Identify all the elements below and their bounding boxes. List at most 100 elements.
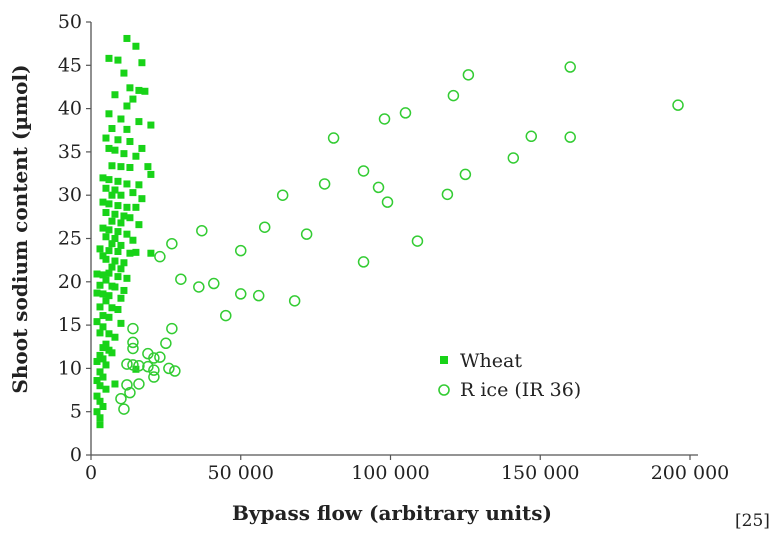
data-point-wheat bbox=[117, 319, 125, 327]
data-point-rice bbox=[133, 378, 145, 390]
data-point-wheat bbox=[102, 385, 110, 393]
data-point-rice bbox=[381, 196, 394, 208]
data-point-rice bbox=[447, 89, 460, 102]
data-point-wheat bbox=[99, 290, 107, 298]
data-point-wheat bbox=[114, 247, 122, 255]
data-point-wheat bbox=[108, 125, 116, 133]
data-point-wheat bbox=[102, 297, 110, 305]
data-point-wheat bbox=[111, 186, 119, 194]
data-point-rice bbox=[372, 181, 385, 194]
data-point-wheat bbox=[117, 191, 125, 199]
data-point-wheat bbox=[99, 174, 107, 182]
data-point-wheat bbox=[108, 240, 116, 248]
data-point-rice bbox=[160, 337, 172, 350]
data-point-rice bbox=[169, 365, 181, 377]
data-point-wheat bbox=[111, 333, 119, 341]
data-point-wheat bbox=[132, 248, 140, 256]
y-tick-label: 35 bbox=[58, 141, 82, 163]
y-tick-label: 25 bbox=[58, 228, 82, 250]
data-point-wheat bbox=[114, 177, 122, 185]
data-point-wheat bbox=[111, 91, 119, 99]
data-point-wheat bbox=[129, 95, 137, 103]
legend-marker-rice bbox=[438, 384, 450, 396]
data-point-wheat bbox=[102, 209, 110, 217]
data-point-wheat bbox=[99, 271, 107, 279]
data-point-wheat bbox=[96, 368, 104, 376]
data-point-wheat bbox=[96, 303, 104, 311]
data-point-wheat bbox=[105, 144, 113, 152]
y-tick-label: 10 bbox=[58, 357, 82, 379]
data-point-rice bbox=[235, 288, 247, 300]
data-point-wheat bbox=[105, 313, 113, 321]
data-point-rice bbox=[318, 178, 331, 190]
data-point-wheat bbox=[126, 84, 134, 92]
data-point-wheat bbox=[105, 200, 113, 208]
data-point-wheat bbox=[108, 349, 116, 357]
data-point-rice bbox=[462, 69, 475, 81]
data-point-wheat bbox=[99, 198, 107, 206]
data-point-wheat bbox=[147, 249, 155, 257]
data-point-wheat bbox=[111, 146, 119, 154]
data-point-wheat bbox=[138, 59, 146, 67]
data-point-rice bbox=[327, 132, 340, 144]
data-point-rice bbox=[276, 189, 289, 201]
y-tick-label: 30 bbox=[58, 184, 82, 206]
data-point-wheat bbox=[114, 228, 122, 236]
data-point-rice bbox=[142, 360, 154, 373]
data-point-wheat bbox=[93, 270, 101, 278]
data-point-wheat bbox=[147, 170, 155, 178]
data-point-wheat bbox=[96, 281, 104, 289]
data-point-wheat bbox=[105, 269, 113, 277]
data-point-wheat bbox=[99, 373, 107, 381]
data-point-wheat bbox=[123, 274, 131, 282]
data-point-rice bbox=[127, 342, 139, 355]
data-point-wheat bbox=[114, 136, 122, 144]
data-point-rice bbox=[175, 273, 187, 285]
data-point-rice bbox=[148, 364, 160, 376]
data-point-wheat bbox=[123, 102, 131, 110]
data-point-wheat bbox=[99, 312, 107, 320]
y-tick-label: 45 bbox=[58, 54, 82, 76]
y-tick-label: 0 bbox=[70, 444, 82, 466]
data-point-rice bbox=[121, 379, 133, 391]
legend: Wheat R ice (IR 36) bbox=[438, 350, 581, 401]
data-point-wheat bbox=[93, 318, 101, 326]
data-point-wheat bbox=[126, 163, 134, 171]
y-tick-label: 40 bbox=[58, 98, 82, 120]
data-point-wheat bbox=[108, 304, 116, 312]
data-point-wheat bbox=[111, 210, 119, 218]
data-point-wheat bbox=[102, 255, 110, 263]
data-point-wheat bbox=[102, 276, 110, 284]
data-point-wheat bbox=[147, 121, 155, 129]
data-point-wheat bbox=[105, 54, 113, 62]
data-point-rice bbox=[196, 224, 208, 237]
data-point-rice bbox=[118, 403, 130, 415]
data-point-wheat bbox=[102, 233, 110, 241]
axis-ticks: 0 5 10 15 20 25 30 35 40 45 50 0 50 000 100 000 150 00… bbox=[58, 11, 729, 484]
y-tick-label: 50 bbox=[58, 11, 82, 33]
data-point-wheat bbox=[111, 257, 119, 265]
data-point-wheat bbox=[93, 377, 101, 385]
series-rice bbox=[115, 61, 684, 415]
x-tick-label: 50 000 bbox=[208, 462, 274, 484]
data-point-wheat bbox=[93, 289, 101, 297]
data-point-wheat bbox=[108, 162, 116, 170]
data-point-wheat bbox=[135, 181, 143, 189]
data-point-wheat bbox=[132, 203, 140, 211]
data-point-wheat bbox=[114, 306, 122, 314]
data-point-rice bbox=[564, 61, 576, 73]
data-point-wheat bbox=[93, 357, 101, 365]
data-point-rice bbox=[258, 221, 271, 233]
data-point-wheat bbox=[123, 203, 131, 211]
data-point-rice bbox=[166, 322, 178, 335]
data-point-rice bbox=[357, 256, 370, 268]
data-point-rice bbox=[208, 277, 220, 290]
data-point-rice bbox=[127, 322, 139, 335]
data-point-rice bbox=[154, 351, 166, 363]
data-point-wheat bbox=[96, 245, 104, 253]
data-series bbox=[93, 34, 684, 429]
data-point-rice bbox=[121, 358, 133, 370]
data-point-wheat bbox=[93, 408, 101, 416]
